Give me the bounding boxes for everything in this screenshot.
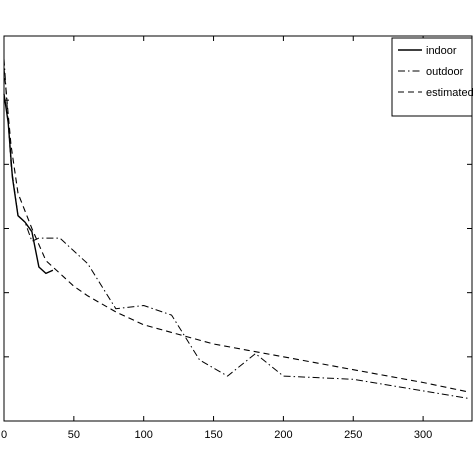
legend-label-outdoor: outdoor <box>426 66 464 78</box>
x-tick-label: 250 <box>344 429 362 441</box>
x-tick-label: 300 <box>414 429 432 441</box>
x-tick-label: 0 <box>1 429 7 441</box>
series-line-indoor <box>3 93 54 275</box>
series-line-estimated <box>3 68 470 393</box>
legend-label-estimated: estimated <box>426 87 474 99</box>
x-tick-label: 150 <box>204 429 222 441</box>
x-tick-label: 100 <box>135 429 153 441</box>
legend-box <box>391 37 473 117</box>
series-line-outdoor <box>3 58 470 399</box>
x-tick-label: 50 <box>68 429 80 441</box>
legend-label-indoor: indoor <box>426 45 457 57</box>
x-tick-label: 200 <box>274 429 292 441</box>
